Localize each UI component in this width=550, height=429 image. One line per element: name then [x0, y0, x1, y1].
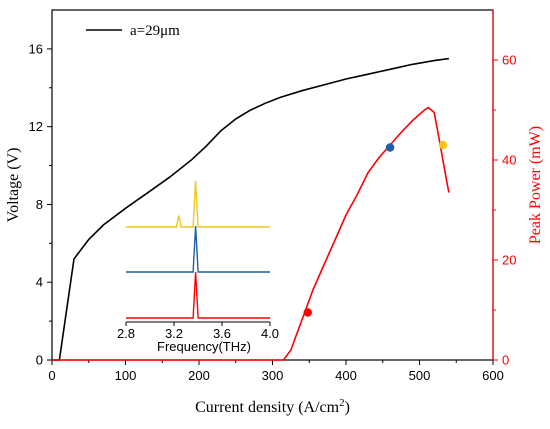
inset-x-axis-label: Frequency(THz)	[157, 339, 251, 354]
y-right-tick-label: 60	[502, 53, 516, 68]
inset-tick-label: 4.0	[261, 326, 279, 341]
inset-tick-label: 3.6	[213, 326, 231, 341]
legend: a=29μm	[86, 23, 180, 39]
x-tick-label: 300	[262, 368, 284, 383]
x-tick-label: 100	[115, 368, 137, 383]
y-left-axis-label: Voltage (V)	[5, 148, 22, 223]
inset-spectra-lines	[126, 180, 270, 319]
y-left-tick-label: 16	[29, 41, 43, 56]
x-axis-label: Current density (A/cm2)	[195, 397, 350, 416]
x-tick-label: 200	[188, 368, 210, 383]
x-tick-label: 500	[409, 368, 431, 383]
inset-tick-label: 2.8	[117, 326, 135, 341]
y-left-tick-label: 0	[36, 353, 43, 368]
series-markers	[303, 140, 448, 317]
y-left-tick-label: 8	[36, 197, 43, 212]
legend-label-voltage: a=29μm	[130, 23, 180, 39]
marker-point-red	[303, 308, 312, 317]
series-line-voltage	[52, 57, 450, 361]
y-left-axis-ticks: 0 4 8 12 16	[29, 41, 52, 368]
series-line-power	[52, 106, 450, 361]
inset-x-ticks: 2.8 3.2 3.6 4.0	[117, 322, 279, 341]
inset-spectrum-blue	[126, 225, 270, 273]
y-left-tick-label: 4	[36, 275, 43, 290]
inset-spectra: 2.8 3.2 3.6 4.0 Frequency(THz)	[117, 180, 279, 354]
y-right-axis-label: Peak Power (mW)	[527, 126, 544, 244]
y-left-tick-label: 12	[29, 119, 43, 134]
x-tick-label: 600	[482, 368, 504, 383]
inset-spectrum-yellow	[126, 180, 270, 228]
marker-point-blue	[385, 143, 395, 152]
inset-spectrum-red	[126, 271, 270, 319]
x-axis-ticks: 0 100 200 300 400 500 600	[48, 360, 504, 383]
y-right-tick-label: 0	[502, 353, 509, 368]
y-right-tick-label: 40	[502, 153, 516, 168]
y-right-axis-ticks: 0 20 40 60	[492, 10, 516, 368]
y-right-tick-label: 20	[502, 253, 516, 268]
x-tick-label: 0	[48, 368, 55, 383]
inset-tick-label: 3.2	[165, 326, 183, 341]
x-tick-label: 400	[335, 368, 357, 383]
marker-point-yellow	[438, 140, 448, 150]
